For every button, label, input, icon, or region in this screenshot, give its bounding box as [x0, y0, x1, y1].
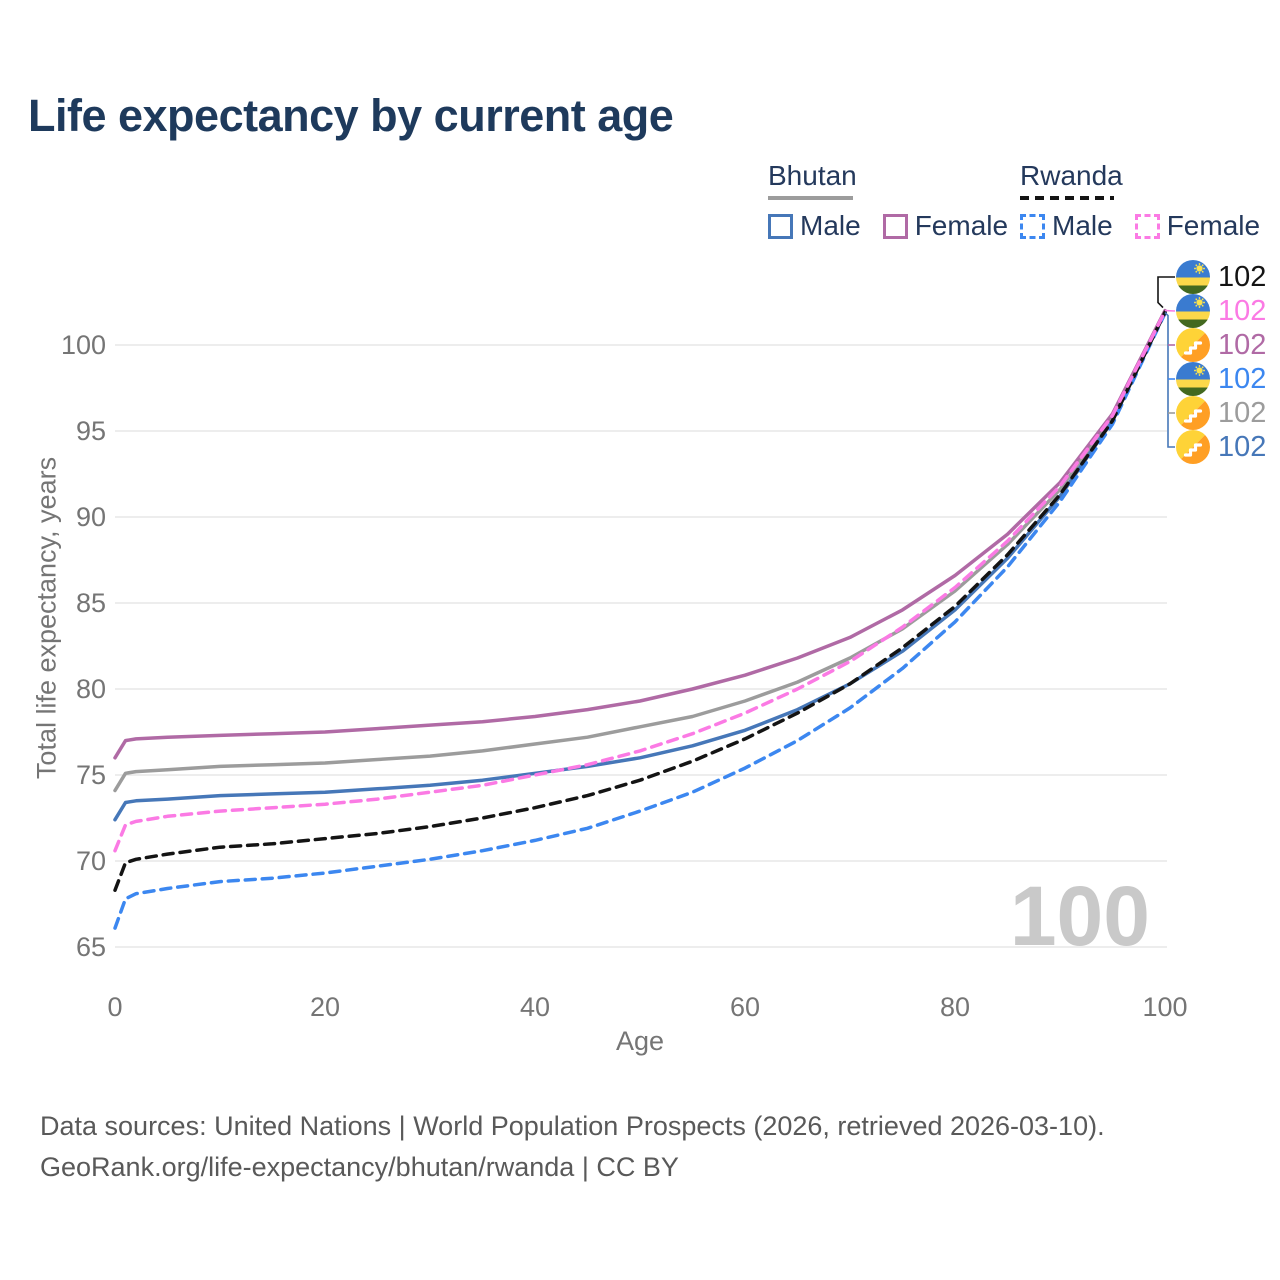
legend-group-title-bhutan: Bhutan	[768, 160, 857, 191]
legend-swatch-rwanda-male[interactable]	[1020, 213, 1045, 239]
y-tick-65: 65	[76, 932, 106, 962]
callout-value: 102	[1218, 261, 1267, 293]
x-tick-20: 20	[310, 992, 340, 1022]
legend-swatch-rwanda-female[interactable]	[1134, 213, 1160, 239]
legend-label-rwanda-female[interactable]: Female	[1166, 210, 1261, 241]
footer-attribution: GeoRank.org/life-expectancy/bhutan/rwand…	[40, 1152, 679, 1182]
x-tick-100: 100	[1142, 992, 1187, 1022]
legend-label-rwanda-male[interactable]: Male	[1052, 210, 1113, 241]
y-tick-100: 100	[61, 330, 106, 360]
endpoint-callouts: 102 102 102 102 102 102	[1176, 260, 1266, 464]
legend-underline-dashed	[1020, 196, 1114, 200]
callout-value: 102	[1218, 329, 1267, 361]
callout-value: 102	[1218, 431, 1267, 463]
callout-value: 102	[1218, 363, 1267, 395]
y-tick-70: 70	[76, 846, 106, 876]
y-tick-95: 95	[76, 416, 106, 446]
y-tick-85: 85	[76, 588, 106, 618]
series-line-bhutan-both[interactable]	[113, 309, 1167, 793]
legend-swatch-bhutan-male[interactable]	[768, 213, 793, 239]
x-tick-40: 40	[520, 992, 550, 1022]
series-line-rwanda-both[interactable]	[113, 310, 1167, 892]
callout-row-rwanda-male: 102	[1176, 362, 1266, 396]
x-tick-80: 80	[940, 992, 970, 1022]
y-tick-90: 90	[76, 502, 106, 532]
rwanda-flag-icon	[1176, 362, 1210, 396]
y-tick-75: 75	[76, 760, 106, 790]
callout-value: 102	[1218, 397, 1267, 429]
leader-line-rwanda-both	[1157, 276, 1175, 309]
rwanda-flag-icon	[1176, 294, 1210, 328]
x-tick-0: 0	[107, 992, 122, 1022]
legend-swatch-bhutan-female[interactable]	[882, 213, 908, 239]
x-tick-60: 60	[730, 992, 760, 1022]
legend-group-title-rwanda: Rwanda	[1020, 160, 1123, 191]
legend-group-bhutan: Bhutan Male Female	[768, 160, 1030, 242]
rwanda-flag-icon	[1176, 260, 1210, 294]
footer: Data sources: United Nations | World Pop…	[40, 1106, 1105, 1188]
page-title: Life expectancy by current age	[28, 90, 674, 141]
bhutan-flag-icon	[1176, 328, 1210, 362]
footer-data-sources: Data sources: United Nations | World Pop…	[40, 1111, 1105, 1141]
y-axis-title: Total life expectancy, years	[31, 456, 62, 780]
callout-row-bhutan-both: 102	[1176, 396, 1266, 430]
callout-row-bhutan-male: 102	[1176, 430, 1266, 464]
series-line-rwanda-female[interactable]	[113, 309, 1167, 853]
bhutan-flag-icon	[1176, 396, 1210, 430]
callout-value: 102	[1218, 295, 1267, 327]
callout-row-rwanda-female: 102	[1176, 294, 1266, 328]
legend-label-bhutan-male[interactable]: Male	[800, 210, 861, 241]
bhutan-flag-icon	[1176, 430, 1210, 464]
callout-row-bhutan-female: 102	[1176, 328, 1266, 362]
legend-underline-solid	[768, 196, 853, 200]
series-line-rwanda-male[interactable]	[113, 311, 1167, 930]
x-axis-title: Age	[615, 1026, 665, 1056]
legend-group-rwanda: Rwanda Male Female	[1020, 160, 1280, 242]
y-tick-80: 80	[76, 674, 106, 704]
age-watermark: 100	[1010, 869, 1150, 963]
leader-line-bhutan-male	[1164, 312, 1175, 448]
legend-label-bhutan-female[interactable]: Female	[914, 210, 1009, 241]
callout-row-rwanda-both: 102	[1176, 260, 1266, 294]
series-line-bhutan-female[interactable]	[113, 308, 1167, 760]
